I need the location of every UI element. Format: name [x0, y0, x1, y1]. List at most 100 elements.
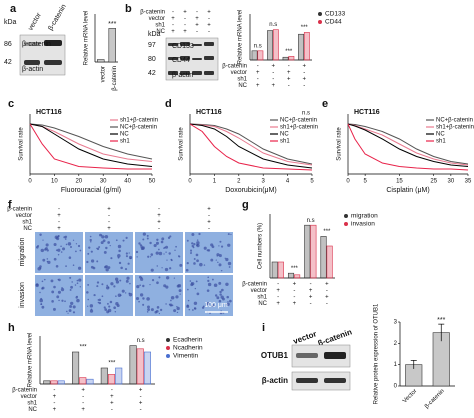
cell [226, 302, 230, 307]
condition-sign: + [287, 77, 291, 83]
band [44, 60, 62, 65]
series-line [347, 123, 469, 165]
cell [199, 262, 203, 267]
cell [195, 280, 198, 283]
cell [160, 240, 164, 244]
cell [35, 283, 39, 288]
series-line [189, 123, 313, 171]
cell [61, 299, 64, 302]
row-label: CD44 [172, 57, 190, 64]
cell [158, 312, 161, 315]
condition-sign: - [288, 83, 290, 89]
cell [70, 285, 73, 289]
cell [96, 285, 99, 288]
x-tick-label: β-catenin [112, 66, 118, 91]
condition-sign: + [256, 70, 260, 76]
blot [291, 344, 351, 368]
cell [115, 302, 119, 306]
annotation: n.s [254, 43, 262, 49]
condition-sign: - [53, 388, 55, 394]
cell [46, 258, 49, 260]
condition-sign: + [157, 220, 161, 226]
bar [326, 245, 333, 279]
cell [72, 305, 76, 309]
y-axis-label: Relative mRNA level [238, 10, 244, 65]
cell [196, 243, 200, 248]
y-tick-label: 0 [394, 384, 398, 390]
cell [103, 306, 106, 309]
cell [75, 250, 77, 253]
x-tick-label: 4 [286, 179, 290, 185]
cell [229, 299, 232, 303]
kda-size: 42 [148, 70, 156, 77]
cell [107, 266, 111, 269]
cell [211, 303, 215, 307]
cell [135, 250, 139, 254]
cell [90, 250, 93, 253]
kda-size: 86 [4, 41, 12, 48]
condition-sign: + [302, 64, 306, 70]
cell [106, 284, 109, 287]
series-line [347, 123, 469, 166]
condition-sign: + [110, 401, 114, 407]
cell [56, 295, 60, 299]
x-tick-label: Vector [402, 388, 418, 404]
cell [190, 251, 192, 253]
condition-sign: + [183, 29, 187, 35]
cell [124, 292, 127, 294]
cell [225, 282, 229, 287]
cell [70, 301, 74, 306]
cell [39, 233, 42, 237]
cell [146, 297, 150, 301]
legend-label: CD133 [325, 11, 346, 18]
condition-sign: + [53, 407, 57, 413]
cell [141, 245, 143, 247]
condition-sign: - [257, 77, 259, 83]
cell [188, 308, 191, 311]
cell [110, 282, 114, 286]
cell [60, 287, 65, 292]
cell [109, 300, 113, 304]
cell [43, 278, 46, 281]
x-tick-label: 3 [262, 179, 266, 185]
cell [87, 252, 90, 255]
condition-sign: - [111, 388, 113, 394]
x-tick-label: 40 [124, 179, 131, 185]
cell [227, 243, 231, 247]
condition-label: NC [28, 407, 37, 413]
cell [117, 244, 122, 249]
cell [69, 305, 73, 308]
cell [41, 280, 44, 283]
cell [113, 285, 116, 288]
cell [72, 239, 75, 241]
cell [65, 310, 68, 313]
x-tick-label: 10 [51, 179, 58, 185]
cell [191, 242, 194, 245]
condition-label: sh1 [27, 401, 37, 407]
row-label: CD133 [172, 43, 194, 50]
bar [107, 374, 116, 385]
cell [67, 312, 69, 314]
cell [196, 292, 200, 296]
cell [98, 298, 102, 302]
cell [173, 277, 176, 279]
bar [97, 59, 105, 63]
series-line [29, 123, 152, 170]
x-tick-label: 15 [396, 179, 403, 185]
condition-sign: + [171, 29, 175, 35]
bar [288, 56, 295, 61]
cell [154, 310, 158, 314]
x-tick-label: 0 [28, 179, 32, 185]
cell [77, 244, 81, 248]
cell [61, 287, 63, 289]
cell [50, 279, 54, 283]
cell [206, 302, 210, 306]
legend-label: Vimentin [173, 353, 199, 360]
cell [39, 298, 43, 303]
cell [193, 262, 196, 265]
bar [86, 378, 94, 385]
cell [117, 254, 121, 258]
cell [107, 286, 110, 289]
cell [104, 265, 107, 269]
